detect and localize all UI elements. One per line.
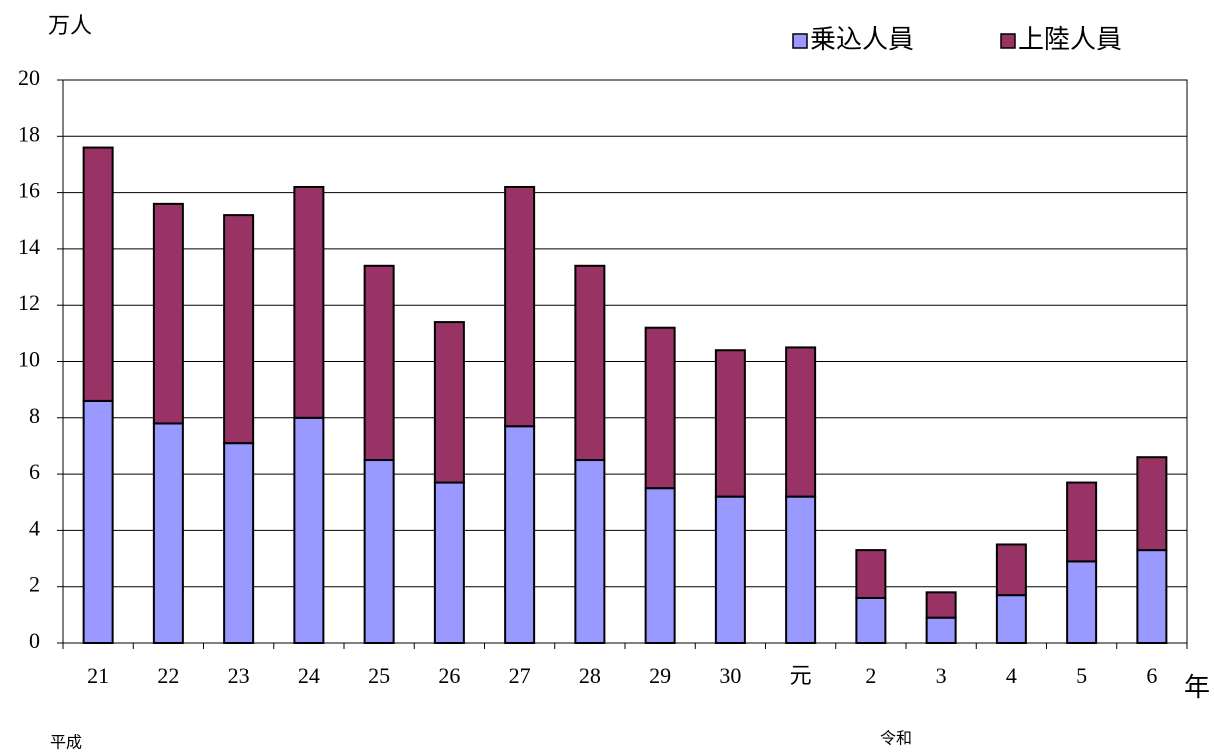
legend-label: 上陸人員 [1018, 25, 1122, 54]
legend-swatch [1000, 33, 1016, 49]
y-tick-label: 14 [18, 234, 40, 259]
x-tick-label: 30 [719, 663, 741, 688]
bar-segment [223, 214, 255, 445]
bar-segment [1136, 549, 1168, 644]
y-tick-label: 12 [18, 290, 40, 315]
y-tick-label: 6 [29, 459, 40, 484]
x-tick-label: 元 [790, 663, 812, 688]
bar-segment [363, 264, 395, 462]
bar-segment [152, 202, 184, 425]
bar-segment [785, 346, 817, 498]
bar-segment [152, 422, 184, 644]
x-tick-label: 24 [298, 663, 320, 688]
x-tick-label: 3 [936, 663, 947, 688]
x-tick-label: 22 [157, 663, 179, 688]
bar-segment [714, 495, 746, 644]
bar-segment [574, 264, 606, 462]
x-tick-label: 25 [368, 663, 390, 688]
y-tick-label: 4 [29, 515, 40, 540]
x-tick-label: 5 [1076, 663, 1087, 688]
bar-segment [574, 459, 606, 644]
x-tick-label: 23 [228, 663, 250, 688]
y-tick-label: 2 [29, 572, 40, 597]
legend-label: 乗込人員 [810, 25, 914, 54]
bar-segment [855, 549, 887, 599]
bar-segment [1066, 560, 1098, 644]
bar-segment [433, 321, 465, 484]
bar-segment [714, 349, 746, 498]
bar-segment [995, 543, 1027, 597]
bar-segment [293, 185, 325, 419]
bar-segment [223, 442, 255, 645]
y-tick-label: 8 [29, 403, 40, 428]
x-tick-label: 27 [509, 663, 531, 688]
x-axis-label: 年 [1184, 673, 1210, 702]
bar-segment [82, 146, 114, 402]
x-tick-label: 28 [579, 663, 601, 688]
y-tick-label: 20 [18, 65, 40, 90]
bar-segment [925, 616, 957, 644]
y-tick-label: 10 [18, 347, 40, 372]
bar-segment [644, 487, 676, 644]
y-tick-label: 16 [18, 178, 40, 203]
x-tick-label: 2 [865, 663, 876, 688]
bar-segment [995, 594, 1027, 645]
bar-segment [504, 425, 536, 644]
bar-segment [363, 459, 395, 644]
bar-segment [1136, 456, 1168, 552]
bar-segment [433, 481, 465, 645]
bar-segment [293, 416, 325, 644]
bar-segment [504, 185, 536, 428]
era-label: 平成 [50, 734, 82, 752]
bar-segment [785, 495, 817, 644]
x-tick-label: 21 [87, 663, 109, 688]
x-tick-label: 26 [438, 663, 460, 688]
x-tick-label: 29 [649, 663, 671, 688]
y-axis-label: 万人 [48, 13, 92, 38]
bar-segment [925, 591, 957, 619]
x-tick-label: 6 [1146, 663, 1157, 688]
bar-segment [82, 399, 114, 644]
bar-segment [855, 596, 887, 645]
era-label: 令和 [880, 730, 912, 748]
y-tick-label: 0 [29, 628, 40, 653]
x-tick-label: 4 [1006, 663, 1017, 688]
legend-swatch [792, 33, 808, 49]
bar-segment [1066, 481, 1098, 563]
bar-segment [644, 326, 676, 490]
y-tick-label: 18 [18, 121, 40, 146]
